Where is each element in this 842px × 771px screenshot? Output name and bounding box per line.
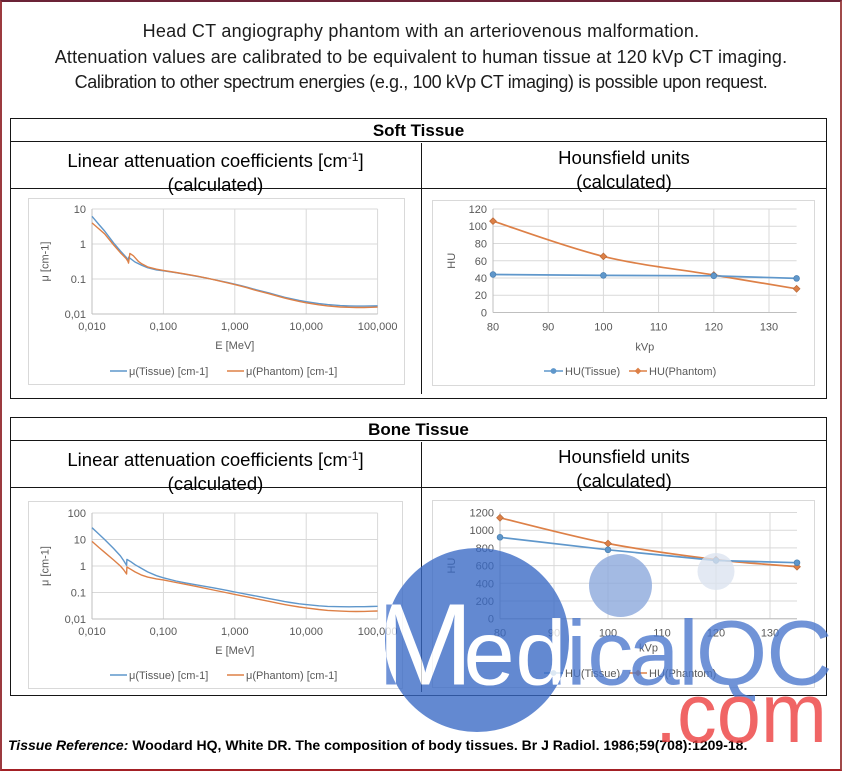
svg-text:HU: HU bbox=[446, 558, 458, 574]
svg-text:10,000: 10,000 bbox=[289, 626, 323, 638]
svg-text:μ(Tissue) [cm-1]: μ(Tissue) [cm-1] bbox=[129, 670, 208, 682]
svg-text:100: 100 bbox=[68, 508, 86, 520]
svg-text:0,010: 0,010 bbox=[78, 626, 106, 638]
svg-text:110: 110 bbox=[653, 628, 671, 640]
svg-text:90: 90 bbox=[547, 628, 559, 640]
svg-text:E [MeV]: E [MeV] bbox=[215, 645, 254, 657]
svg-text:120: 120 bbox=[704, 322, 722, 334]
svg-text:0,010: 0,010 bbox=[78, 321, 106, 333]
svg-text:20: 20 bbox=[474, 290, 486, 302]
svg-text:kVp: kVp bbox=[635, 342, 654, 354]
svg-text:μ(Tissue) [cm-1]: μ(Tissue) [cm-1] bbox=[129, 366, 208, 378]
svg-text:HU(Tissue): HU(Tissue) bbox=[565, 366, 620, 378]
svg-text:0,01: 0,01 bbox=[65, 309, 86, 321]
svg-text:80: 80 bbox=[493, 628, 505, 640]
svg-text:120: 120 bbox=[706, 628, 724, 640]
svg-text:100: 100 bbox=[598, 628, 616, 640]
svg-text:1: 1 bbox=[80, 561, 86, 573]
svg-text:0: 0 bbox=[480, 308, 486, 320]
svg-text:100,000: 100,000 bbox=[358, 321, 398, 333]
svg-text:200: 200 bbox=[475, 596, 493, 608]
svg-text:E [MeV]: E [MeV] bbox=[215, 340, 254, 352]
svg-text:HU(Tissue): HU(Tissue) bbox=[565, 668, 620, 680]
svg-text:90: 90 bbox=[542, 322, 554, 334]
svg-text:kVp: kVp bbox=[639, 643, 658, 655]
svg-text:100: 100 bbox=[468, 221, 486, 233]
svg-text:1,000: 1,000 bbox=[221, 321, 249, 333]
svg-text:600: 600 bbox=[475, 561, 493, 573]
svg-text:0: 0 bbox=[487, 614, 493, 626]
svg-text:μ(Phantom) [cm-1]: μ(Phantom) [cm-1] bbox=[246, 366, 337, 378]
svg-text:40: 40 bbox=[474, 273, 486, 285]
svg-text:110: 110 bbox=[649, 322, 667, 334]
svg-text:HU(Phantom): HU(Phantom) bbox=[649, 668, 716, 680]
svg-text:80: 80 bbox=[474, 239, 486, 251]
svg-text:μ(Phantom) [cm-1]: μ(Phantom) [cm-1] bbox=[246, 670, 337, 682]
svg-text:1: 1 bbox=[80, 239, 86, 251]
svg-text:100,000: 100,000 bbox=[358, 626, 398, 638]
svg-text:100: 100 bbox=[594, 322, 612, 334]
svg-text:0.1: 0.1 bbox=[71, 274, 86, 286]
svg-text:120: 120 bbox=[468, 204, 486, 216]
svg-text:10: 10 bbox=[74, 535, 86, 547]
svg-text:130: 130 bbox=[760, 628, 778, 640]
svg-text:μ [cm-1]: μ [cm-1] bbox=[40, 546, 52, 586]
svg-text:0.1: 0.1 bbox=[71, 588, 86, 600]
svg-text:0,100: 0,100 bbox=[150, 321, 178, 333]
svg-text:0,100: 0,100 bbox=[150, 626, 178, 638]
svg-text:400: 400 bbox=[475, 578, 493, 590]
svg-text:0,01: 0,01 bbox=[65, 614, 86, 626]
svg-text:1200: 1200 bbox=[469, 508, 493, 520]
svg-text:10: 10 bbox=[74, 204, 86, 216]
svg-text:HU: HU bbox=[446, 253, 458, 269]
svg-text:60: 60 bbox=[474, 256, 486, 268]
svg-text:1,000: 1,000 bbox=[221, 626, 249, 638]
svg-text:10,000: 10,000 bbox=[289, 321, 323, 333]
svg-text:800: 800 bbox=[475, 543, 493, 555]
svg-text:HU(Phantom): HU(Phantom) bbox=[649, 366, 716, 378]
svg-text:80: 80 bbox=[486, 322, 498, 334]
svg-text:μ [cm-1]: μ [cm-1] bbox=[40, 242, 52, 282]
svg-text:130: 130 bbox=[759, 322, 777, 334]
svg-text:1000: 1000 bbox=[469, 525, 493, 537]
